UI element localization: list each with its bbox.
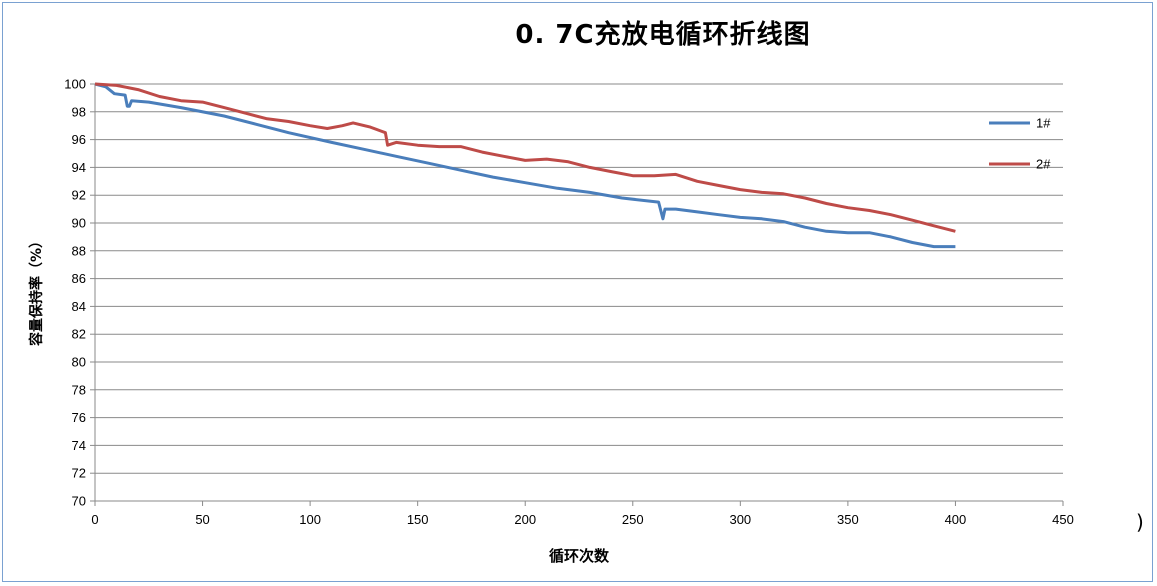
y-tick-label: 96 bbox=[72, 132, 86, 147]
x-tick-label: 400 bbox=[945, 512, 967, 527]
x-tick-label: 450 bbox=[1052, 512, 1074, 527]
x-tick-label: 250 bbox=[622, 512, 644, 527]
y-tick-label: 80 bbox=[72, 355, 86, 370]
stray-glyph: ) bbox=[1136, 510, 1144, 534]
x-tick-label: 300 bbox=[729, 512, 751, 527]
y-tick-label: 86 bbox=[72, 271, 86, 286]
series-lines bbox=[94, 82, 956, 249]
y-tick-labels: 70 72 74 76 78 80 82 84 86 88 90 92 94 96 98 100 bbox=[64, 77, 86, 509]
x-tick-label: 0 bbox=[91, 512, 98, 527]
y-tick-label: 100 bbox=[64, 77, 86, 92]
y-tick-label: 92 bbox=[72, 188, 86, 203]
y-tick-label: 78 bbox=[72, 382, 86, 397]
y-tick-label: 70 bbox=[72, 494, 86, 509]
x-tick-label: 50 bbox=[195, 512, 209, 527]
axes bbox=[90, 83, 1064, 506]
y-tick-label: 84 bbox=[72, 299, 86, 314]
y-tick-label: 76 bbox=[72, 410, 86, 425]
series-line-1 bbox=[94, 82, 956, 249]
x-tick-label: 100 bbox=[299, 512, 321, 527]
grid-lines bbox=[95, 83, 1063, 474]
x-tick-label: 150 bbox=[407, 512, 429, 527]
y-tick-label: 88 bbox=[72, 243, 86, 258]
x-tick-labels: 0 50 100 150 200 250 300 350 400 450 bbox=[91, 512, 1073, 527]
y-tick-label: 90 bbox=[72, 216, 86, 231]
y-tick-label: 94 bbox=[72, 160, 86, 175]
x-tick-label: 350 bbox=[837, 512, 859, 527]
series-line-2 bbox=[94, 82, 956, 233]
y-tick-label: 82 bbox=[72, 327, 86, 342]
y-tick-label: 72 bbox=[72, 466, 86, 481]
x-tick-label: 200 bbox=[514, 512, 536, 527]
y-tick-label: 74 bbox=[72, 438, 86, 453]
chart-title: 0. 7C充放电循环折线图 bbox=[515, 20, 811, 50]
x-axis-label: 循环次数 bbox=[548, 547, 610, 565]
legend: 1# 2# bbox=[989, 116, 1051, 172]
legend-label-1: 1# bbox=[1036, 116, 1051, 131]
y-tick-label: 98 bbox=[72, 104, 86, 119]
legend-label-2: 2# bbox=[1036, 157, 1051, 172]
